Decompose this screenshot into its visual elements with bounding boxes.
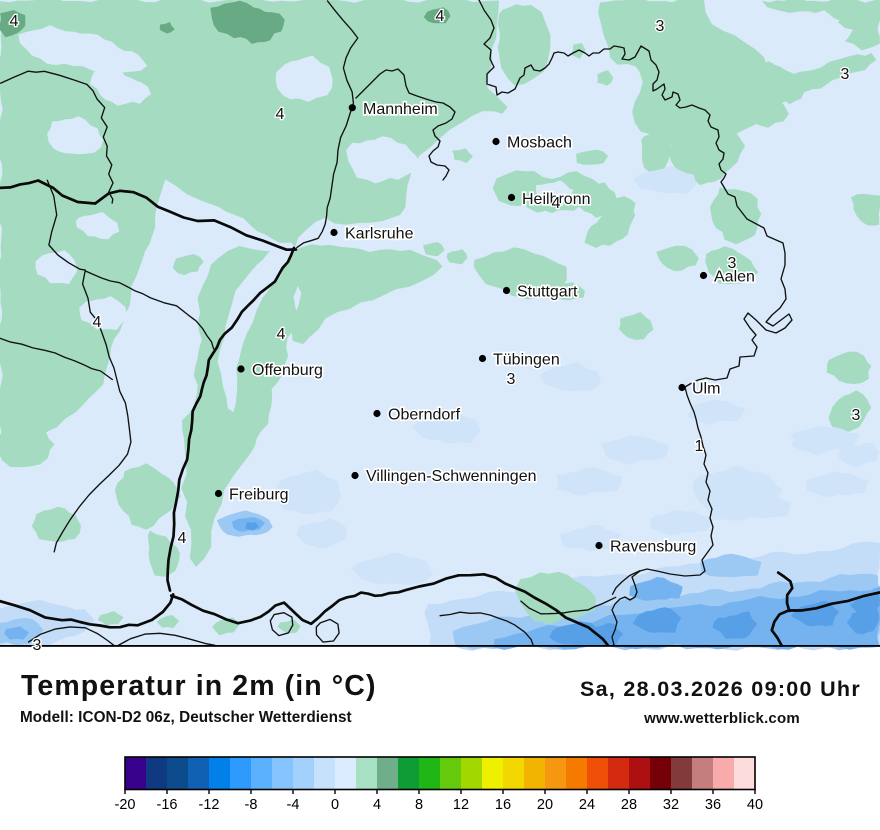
svg-text:4: 4 — [276, 106, 285, 123]
svg-text:Offenburg: Offenburg — [252, 362, 323, 379]
svg-text:-12: -12 — [199, 797, 220, 813]
svg-text:www.wetterblick.com: www.wetterblick.com — [643, 710, 800, 727]
svg-text:Stuttgart: Stuttgart — [517, 284, 578, 301]
svg-text:3: 3 — [656, 18, 665, 35]
svg-text:Tübingen: Tübingen — [493, 352, 560, 369]
svg-text:3: 3 — [841, 66, 850, 83]
svg-text:8: 8 — [415, 797, 423, 813]
svg-text:3: 3 — [33, 637, 42, 654]
svg-text:36: 36 — [705, 797, 721, 813]
svg-text:20: 20 — [537, 797, 553, 813]
svg-text:1: 1 — [695, 438, 704, 455]
svg-text:3: 3 — [728, 255, 737, 272]
svg-text:Aalen: Aalen — [714, 269, 755, 286]
svg-text:3: 3 — [852, 407, 861, 424]
svg-text:Ulm: Ulm — [692, 381, 720, 398]
svg-text:Oberndorf: Oberndorf — [388, 407, 461, 424]
svg-text:Heilbronn: Heilbronn — [522, 191, 590, 208]
svg-text:Mannheim: Mannheim — [363, 101, 438, 118]
svg-text:0: 0 — [331, 797, 339, 813]
svg-text:Freiburg: Freiburg — [229, 487, 289, 504]
svg-text:Modell: ICON-D2 06z, Deutscher: Modell: ICON-D2 06z, Deutscher Wetterdie… — [20, 709, 352, 726]
svg-text:28: 28 — [621, 797, 637, 813]
svg-text:32: 32 — [663, 797, 679, 813]
svg-text:Sa, 28.03.2026 09:00 Uhr: Sa, 28.03.2026 09:00 Uhr — [580, 677, 861, 701]
svg-text:4: 4 — [10, 13, 19, 30]
svg-text:Temperatur in 2m (in °C): Temperatur in 2m (in °C) — [21, 670, 377, 702]
svg-text:4: 4 — [373, 797, 381, 813]
svg-text:40: 40 — [747, 797, 763, 813]
svg-text:-4: -4 — [287, 797, 300, 813]
svg-text:4: 4 — [552, 195, 561, 212]
svg-text:-8: -8 — [245, 797, 258, 813]
svg-text:-20: -20 — [115, 797, 136, 813]
svg-text:12: 12 — [453, 797, 469, 813]
svg-text:-16: -16 — [157, 797, 178, 813]
svg-text:Mosbach: Mosbach — [507, 135, 572, 152]
svg-text:4: 4 — [93, 314, 102, 331]
svg-text:Villingen-Schwenningen: Villingen-Schwenningen — [366, 468, 537, 485]
svg-text:Karlsruhe: Karlsruhe — [345, 226, 414, 243]
svg-text:4: 4 — [178, 530, 187, 547]
svg-text:Ravensburg: Ravensburg — [610, 539, 696, 556]
svg-text:4: 4 — [436, 8, 445, 25]
svg-text:3: 3 — [507, 371, 516, 388]
svg-text:4: 4 — [277, 326, 286, 343]
svg-text:24: 24 — [579, 797, 595, 813]
svg-text:16: 16 — [495, 797, 511, 813]
